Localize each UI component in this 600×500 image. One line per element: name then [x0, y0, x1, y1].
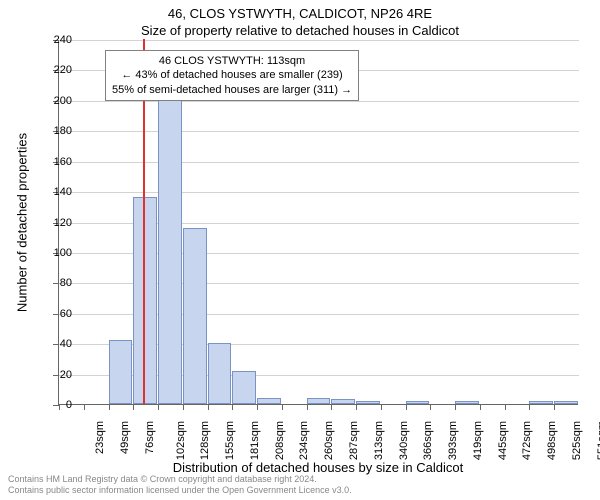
x-tick-label: 340sqm [398, 421, 410, 460]
x-tick [84, 404, 85, 410]
annotation-line3: 55% of semi-detached houses are larger (… [112, 83, 352, 97]
x-tick [430, 404, 431, 410]
grid-line [59, 162, 579, 163]
y-tick-label: 0 [42, 399, 72, 411]
bar [554, 401, 578, 404]
x-tick-label: 76sqm [144, 421, 156, 454]
x-tick [356, 404, 357, 410]
y-tick-label: 140 [42, 186, 72, 198]
x-tick [109, 404, 110, 410]
x-tick [282, 404, 283, 410]
x-tick [232, 404, 233, 410]
x-tick [183, 404, 184, 410]
bar [406, 401, 430, 404]
bar [109, 340, 133, 404]
x-tick [331, 404, 332, 410]
x-tick [307, 404, 308, 410]
x-tick-label: 313sqm [373, 421, 385, 460]
x-tick-label: 208sqm [274, 421, 286, 460]
grid-line [59, 131, 579, 132]
footer-line2: Contains public sector information licen… [8, 485, 352, 496]
x-tick-label: 102sqm [175, 421, 187, 460]
x-tick-label: 498sqm [546, 421, 558, 460]
bar [356, 401, 380, 404]
annotation-line1: 46 CLOS YSTWYTH: 113sqm [112, 54, 352, 68]
footer-line1: Contains HM Land Registry data © Crown c… [8, 474, 352, 485]
x-tick-label: 181sqm [249, 421, 261, 460]
x-tick-label: 287sqm [348, 421, 360, 460]
x-tick-label: 551sqm [596, 421, 600, 460]
bar [307, 398, 331, 404]
bar [232, 371, 256, 404]
x-tick-label: 525sqm [571, 421, 583, 460]
y-tick-label: 240 [42, 34, 72, 46]
y-tick-label: 100 [42, 247, 72, 259]
bar [257, 398, 281, 404]
annotation-line2: ← 43% of detached houses are smaller (23… [112, 68, 352, 82]
x-tick [480, 404, 481, 410]
x-tick-label: 23sqm [94, 421, 106, 454]
y-axis-title: Number of detached properties [15, 122, 30, 322]
grid-line [59, 101, 579, 102]
y-tick-label: 20 [42, 369, 72, 381]
x-tick [208, 404, 209, 410]
x-tick [529, 404, 530, 410]
x-axis-title: Distribution of detached houses by size … [58, 460, 578, 475]
y-tick-label: 40 [42, 338, 72, 350]
annotation-box: 46 CLOS YSTWYTH: 113sqm ← 43% of detache… [105, 50, 359, 101]
x-tick-label: 128sqm [200, 421, 212, 460]
bar [183, 228, 207, 404]
bar [331, 399, 355, 404]
y-tick-label: 220 [42, 64, 72, 76]
y-tick-label: 60 [42, 308, 72, 320]
x-tick [257, 404, 258, 410]
y-tick-label: 200 [42, 95, 72, 107]
bar [455, 401, 479, 404]
y-tick-label: 120 [42, 217, 72, 229]
x-tick-label: 155sqm [224, 421, 236, 460]
x-tick-label: 260sqm [323, 421, 335, 460]
x-tick [406, 404, 407, 410]
grid-line [59, 192, 579, 193]
x-tick-label: 472sqm [521, 421, 533, 460]
y-tick-label: 180 [42, 125, 72, 137]
title-sub: Size of property relative to detached ho… [0, 21, 600, 38]
x-tick [381, 404, 382, 410]
title-main: 46, CLOS YSTWYTH, CALDICOT, NP26 4RE [0, 0, 600, 21]
x-tick [455, 404, 456, 410]
y-tick-label: 160 [42, 156, 72, 168]
x-tick-label: 419sqm [472, 421, 484, 460]
x-tick [554, 404, 555, 410]
bar [529, 401, 553, 404]
x-tick-label: 366sqm [422, 421, 434, 460]
x-tick-label: 49sqm [119, 421, 131, 454]
x-tick-label: 393sqm [447, 421, 459, 460]
x-tick [158, 404, 159, 410]
x-tick [505, 404, 506, 410]
grid-line [59, 40, 579, 41]
footer: Contains HM Land Registry data © Crown c… [8, 474, 352, 496]
x-tick-label: 234sqm [299, 421, 311, 460]
bar [158, 100, 182, 404]
x-tick [133, 404, 134, 410]
y-tick-label: 80 [42, 277, 72, 289]
x-tick-label: 445sqm [497, 421, 509, 460]
bar [208, 343, 232, 404]
